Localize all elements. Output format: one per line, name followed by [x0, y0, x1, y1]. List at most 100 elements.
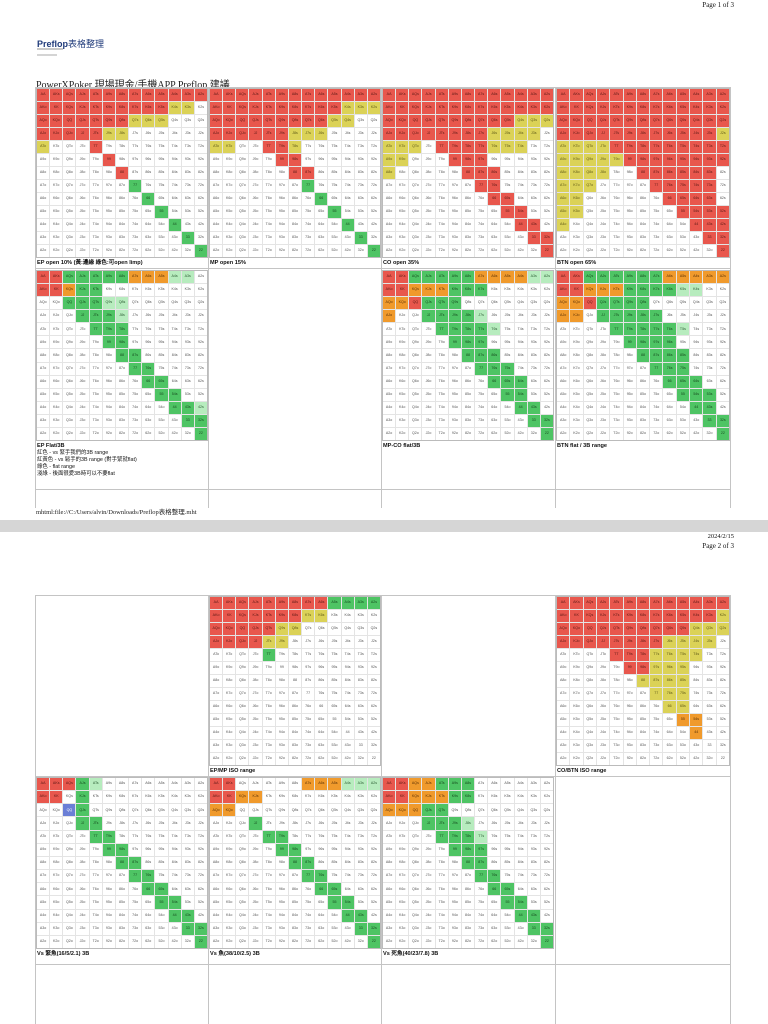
hand-cell-q2s: Q2s	[367, 623, 380, 635]
hand-cell-q9o: Q9o	[409, 336, 422, 349]
hand-cell-98o: 98o	[623, 675, 636, 687]
hand-cell-73o: 73o	[650, 740, 663, 752]
hand-cell-q6s: Q6s	[142, 297, 155, 310]
hand-cell-aa: AA	[37, 89, 50, 101]
hand-cell-85o: 85o	[115, 206, 129, 218]
hand-cell-q2o: Q2o	[583, 245, 596, 257]
hand-cell-aks: AKs	[396, 89, 409, 101]
hand-cell-q2o: Q2o	[236, 935, 249, 948]
hand-cell-j6o: J6o	[596, 375, 610, 388]
hand-cell-kqo: KQo	[223, 804, 236, 817]
pdf-page-2: 2024/2/15 Page 2 of 3 AA AKs AQs AJs ATs A9s A…	[0, 532, 768, 1024]
hand-cell-t7o: T7o	[435, 180, 448, 192]
hand-cell-t8o: T8o	[262, 675, 275, 687]
hand-cell-k3o: K3o	[223, 740, 236, 752]
hand-cell-ajs: AJs	[249, 597, 262, 609]
hand-cell-j6o: J6o	[249, 701, 262, 713]
document-heading: PowerXPoker 現場現金/手機APP Preflop 建議	[36, 80, 230, 91]
hand-cell-a8s: A8s	[288, 778, 302, 791]
hand-cell-kk: KK	[570, 102, 583, 114]
hand-cell-j9o: J9o	[76, 336, 89, 349]
hand-cell-j2o: J2o	[422, 935, 435, 948]
hand-cell-q8s: Q8s	[288, 115, 302, 127]
hand-cell-aqo: AQo	[37, 804, 50, 817]
hand-cell-t8s: T8s	[461, 323, 475, 336]
hand-cell-k7o: K7o	[570, 688, 583, 700]
hand-cell-42s: 42s	[716, 727, 729, 739]
hand-cell-99: 99	[448, 154, 461, 166]
hand-cell-aks: AKs	[223, 778, 236, 791]
hand-cell-52o: 52o	[328, 935, 341, 948]
hand-cell-j6o: J6o	[596, 193, 610, 205]
hand-cell-72o: 72o	[650, 427, 663, 440]
hand-cell-kts: KTs	[262, 610, 275, 622]
hand-cell-k9s: K9s	[275, 610, 288, 622]
hand-cell-72o: 72o	[129, 427, 142, 440]
hand-cell-32s: 32s	[194, 922, 207, 935]
hand-cell-j7s: J7s	[129, 128, 142, 140]
hand-cell-53s: 53s	[181, 206, 194, 218]
hand-cell-j3s: J3s	[703, 310, 716, 323]
hand-cell-54o: 54o	[328, 219, 341, 231]
hand-cell-96s: 96s	[488, 843, 501, 856]
hand-cell-32s: 32s	[194, 414, 207, 427]
hand-cell-63o: 63o	[663, 232, 676, 244]
hand-cell-t4o: T4o	[262, 909, 275, 922]
hand-cell-94o: 94o	[623, 401, 636, 414]
hand-cell-kqo: KQo	[570, 623, 583, 635]
hand-cell-aqo: AQo	[383, 115, 396, 127]
hand-cell-55: 55	[328, 714, 341, 726]
hand-cell-kto: KTo	[570, 141, 583, 153]
hand-cell-a3o: A3o	[383, 414, 396, 427]
hand-cell-k8s: K8s	[288, 102, 302, 114]
hand-cell-q7o: Q7o	[63, 362, 76, 375]
hand-cell-t7o: T7o	[610, 180, 623, 192]
hand-cell-j2o: J2o	[596, 245, 610, 257]
hand-cell-52o: 52o	[155, 935, 168, 948]
hand-cell-94s: 94s	[341, 843, 354, 856]
hand-cell-83s: 83s	[354, 675, 367, 687]
hand-cell-72s: 72s	[716, 362, 729, 375]
hand-cell-k7o: K7o	[570, 180, 583, 192]
hand-cell-84o: 84o	[115, 219, 129, 231]
hand-cell-jto: JTo	[422, 830, 435, 843]
hand-cell-63s: 63s	[527, 193, 540, 205]
hand-cell-t6s: T6s	[488, 323, 501, 336]
hand-cell-j2o: J2o	[76, 935, 89, 948]
hand-cell-52s: 52s	[540, 388, 553, 401]
hand-cell-55: 55	[155, 388, 168, 401]
hand-cell-j9s: J9s	[448, 310, 461, 323]
hand-cell-kqo: KQo	[50, 804, 63, 817]
hand-cell-82s: 82s	[716, 675, 729, 687]
hand-cell-k9o: K9o	[223, 154, 236, 166]
hand-cell-qjo: QJo	[63, 128, 76, 140]
hand-cell-a7o: A7o	[383, 870, 396, 883]
hand-cell-ako: AKo	[210, 610, 223, 622]
hand-cell-96o: 96o	[102, 193, 115, 205]
hand-cell-93s: 93s	[181, 843, 194, 856]
hand-cell-42s: 42s	[540, 401, 553, 414]
hand-cell-k5s: K5s	[676, 610, 690, 622]
hand-cell-a9o: A9o	[383, 336, 396, 349]
hand-cell-53o: 53o	[328, 922, 341, 935]
hand-cell-87s: 87s	[302, 167, 315, 179]
hand-cell-77: 77	[650, 180, 663, 192]
hand-cell-qq: QQ	[583, 297, 596, 310]
hand-cell-kjs: KJs	[596, 284, 610, 297]
hand-cell-98s: 98s	[288, 843, 302, 856]
hand-cell-j3o: J3o	[422, 414, 435, 427]
hand-cell-53o: 53o	[155, 414, 168, 427]
hand-cell-76s: 76s	[315, 688, 328, 700]
hand-cell-ako: AKo	[383, 791, 396, 804]
hand-cell-a6s: A6s	[315, 89, 328, 101]
hand-cell-k6s: K6s	[488, 284, 501, 297]
hand-cell-aqo: AQo	[383, 297, 396, 310]
hand-cell-a9o: A9o	[557, 154, 570, 166]
hand-cell-54s: 54s	[341, 714, 354, 726]
hand-cell-kts: KTs	[262, 102, 275, 114]
range-grid-ep-mp-iso: AA AKs AQs AJs ATs A9s A8s A7s A6s A5s A4s A3s A2s AK…	[209, 596, 381, 766]
hand-cell-62o: 62o	[488, 935, 501, 948]
hand-cell-a5s: A5s	[328, 778, 341, 791]
hand-cell-92s: 92s	[540, 336, 553, 349]
hand-cell-k8s: K8s	[461, 102, 475, 114]
